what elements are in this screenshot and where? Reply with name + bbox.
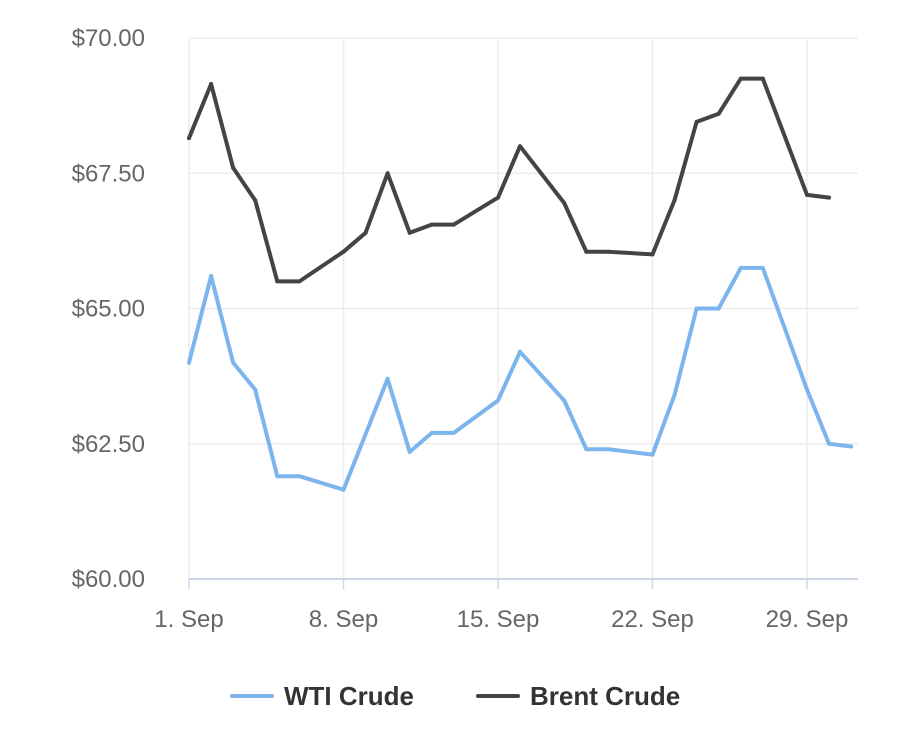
x-tick-label: 15. Sep	[457, 606, 540, 633]
wti-crude-point[interactable]	[518, 349, 522, 354]
wti-crude-point[interactable]	[827, 441, 831, 446]
brent-crude-point[interactable]	[672, 198, 677, 203]
brent-crude-point[interactable]	[363, 230, 368, 235]
legend-item-wti-crude[interactable]: WTI Crude	[230, 681, 414, 711]
wti-crude-point[interactable]	[275, 474, 280, 479]
wti-crude-point[interactable]	[672, 393, 677, 398]
brent-crude-point[interactable]	[231, 165, 236, 170]
brent-crude-point[interactable]	[562, 201, 567, 205]
grid	[188, 37, 858, 579]
wti-crude-point[interactable]	[606, 447, 611, 452]
x-tick-label: 1. Sep	[154, 606, 223, 633]
brent-crude-point[interactable]	[518, 144, 522, 149]
brent-crude-point[interactable]	[496, 195, 500, 200]
wti-crude-point[interactable]	[849, 444, 854, 449]
brent-crude-point[interactable]	[451, 222, 456, 227]
brent-crude-point[interactable]	[429, 222, 434, 227]
brent-crude-point[interactable]	[650, 252, 655, 257]
y-tick-label: $60.00	[72, 566, 145, 593]
brent-crude-point[interactable]	[187, 136, 191, 141]
wti-crude-point[interactable]	[496, 398, 500, 403]
y-tick-label: $70.00	[72, 25, 145, 52]
wti-crude-point[interactable]	[341, 487, 346, 492]
brent-crude-point[interactable]	[694, 119, 699, 124]
brent-crude-point[interactable]	[385, 171, 390, 176]
brent-crude-point[interactable]	[716, 111, 721, 116]
wti-crude-point[interactable]	[253, 387, 258, 392]
legend-label: Brent Crude	[530, 681, 680, 711]
wti-crude-point[interactable]	[716, 306, 721, 311]
wti-crude-point[interactable]	[209, 274, 214, 278]
brent-crude-point[interactable]	[297, 279, 302, 284]
wti-crude-point[interactable]	[187, 360, 191, 365]
wti-crude-point[interactable]	[429, 430, 434, 435]
wti-crude-point[interactable]	[805, 387, 809, 392]
brent-crude-point[interactable]	[738, 76, 743, 81]
wti-crude-point[interactable]	[584, 447, 589, 452]
x-tick-label: 8. Sep	[309, 606, 378, 633]
brent-crude-point[interactable]	[341, 249, 346, 254]
wti-crude-point[interactable]	[231, 360, 236, 365]
wti-crude-point[interactable]	[385, 376, 390, 381]
axes: $60.00 $62.50 $65.00 $67.50 $70.00 1. Sep 8. S…	[72, 25, 858, 633]
legend-label: WTI Crude	[284, 681, 414, 711]
y-tick-label: $67.50	[72, 160, 145, 187]
series-lines	[187, 76, 854, 492]
wti-crude-point[interactable]	[760, 265, 765, 270]
wti-crude-point[interactable]	[562, 398, 567, 403]
wti-crude-point[interactable]	[407, 449, 412, 454]
brent-crude-point[interactable]	[584, 249, 589, 254]
wti-crude-point[interactable]	[297, 474, 302, 479]
legend-item-brent-crude[interactable]: Brent Crude	[476, 681, 680, 711]
wti-crude-point[interactable]	[650, 452, 655, 457]
legend[interactable]: WTI Crude Brent Crude	[230, 681, 680, 711]
x-tick-label: 22. Sep	[611, 606, 694, 633]
y-tick-label: $65.00	[72, 296, 145, 323]
brent-crude-point[interactable]	[760, 76, 765, 81]
brent-crude-point[interactable]	[805, 192, 809, 197]
x-tick-label: 29. Sep	[766, 606, 849, 633]
brent-crude-point[interactable]	[827, 195, 831, 200]
brent-crude-line[interactable]	[187, 76, 831, 284]
wti-crude-point[interactable]	[451, 430, 456, 435]
brent-crude-point[interactable]	[209, 82, 214, 86]
y-tick-label: $62.50	[72, 431, 145, 458]
brent-crude-point[interactable]	[606, 249, 611, 254]
wti-crude-line[interactable]	[187, 265, 854, 492]
brent-crude-point[interactable]	[253, 198, 258, 203]
brent-crude-point[interactable]	[275, 279, 280, 284]
wti-crude-point[interactable]	[738, 265, 743, 270]
wti-crude-point[interactable]	[694, 306, 699, 311]
brent-crude-point[interactable]	[407, 230, 412, 235]
